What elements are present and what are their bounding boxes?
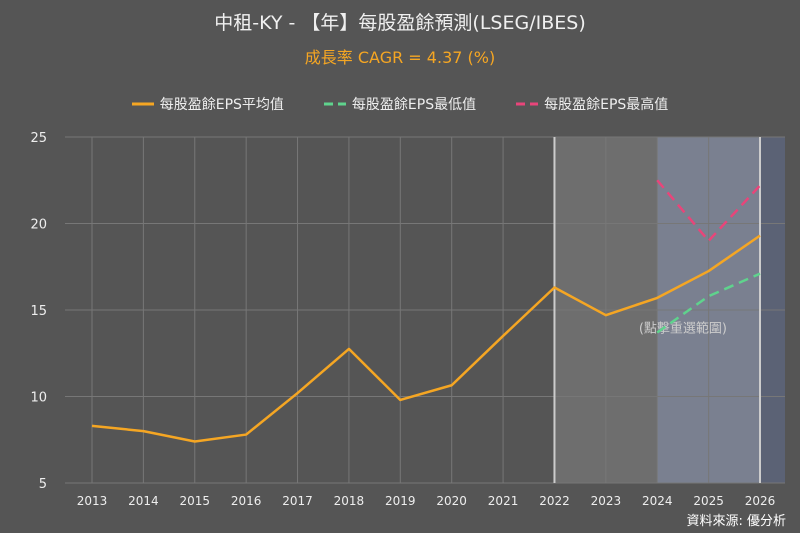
series-line-1 — [656, 272, 761, 334]
x-tick-label: 2022 — [539, 494, 570, 508]
chart-title: 中租-KY - 【年】每股盈餘預測(LSEG/IBES) — [214, 12, 586, 34]
x-tick-label: 2018 — [334, 494, 365, 508]
x-tick-label: 2016 — [231, 494, 262, 508]
x-tick-label: 2021 — [488, 494, 519, 508]
x-tick-label: 2025 — [693, 494, 724, 508]
y-tick-label: 5 — [39, 477, 47, 492]
x-tick-label: 2026 — [745, 494, 776, 508]
series-line-2 — [656, 179, 761, 243]
y-tick-label: 10 — [30, 391, 47, 406]
annotation-reselect: (點擊重選範圍) — [639, 320, 727, 336]
x-tick-label: 2013 — [77, 494, 108, 508]
legend: 每股盈餘EPS平均值 每股盈餘EPS最低值 每股盈餘EPS最高值 — [0, 94, 800, 114]
x-tick-label: 2020 — [436, 494, 467, 508]
x-tick-label: 2015 — [179, 494, 210, 508]
x-tick-label: 2014 — [128, 494, 159, 508]
source-note: 資料來源: 優分析 — [686, 514, 786, 529]
y-tick-label: 20 — [30, 218, 47, 233]
x-tick-label: 2024 — [642, 494, 673, 508]
x-tick-label: 2023 — [591, 494, 622, 508]
legend-item-min[interactable]: 每股盈餘EPS最低值 — [323, 97, 477, 113]
y-tick-label: 25 — [30, 131, 47, 146]
x-tick-label: 2017 — [282, 494, 313, 508]
chart-subtitle: 成長率 CAGR = 4.37 (%) — [304, 48, 496, 67]
y-tick-label: 15 — [30, 304, 47, 319]
series-line-0 — [91, 234, 761, 443]
x-tick-label: 2019 — [385, 494, 416, 508]
legend-item-max[interactable]: 每股盈餘EPS最高值 — [516, 97, 669, 113]
legend-item-avg[interactable]: 每股盈餘EPS平均值 — [131, 97, 284, 113]
